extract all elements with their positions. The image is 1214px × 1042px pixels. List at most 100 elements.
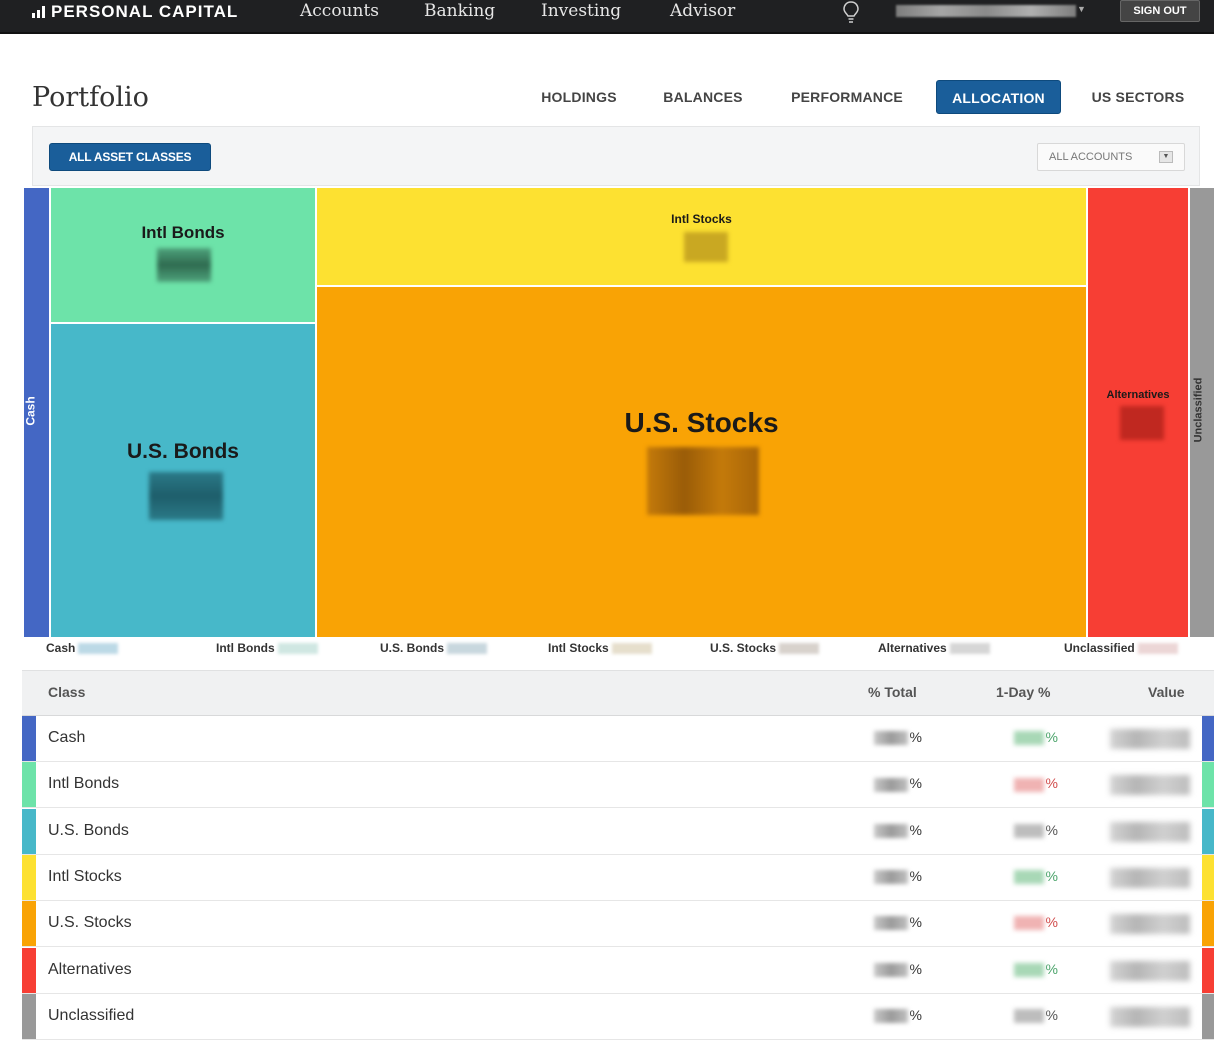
class-name: U.S. Bonds — [48, 821, 129, 839]
table-row[interactable]: Unclassified%% — [22, 993, 1214, 1040]
legend-item-intl-bonds: Intl Bonds — [216, 641, 318, 655]
percent-sign: % — [1045, 729, 1058, 745]
top-nav-bar: PERSONAL CAPITAL Accounts Banking Invest… — [0, 0, 1214, 34]
one-day-change-value: % — [1002, 822, 1058, 838]
legend-item-cash: Cash — [46, 641, 119, 655]
value-amount-redacted — [1110, 1006, 1190, 1027]
redacted-value — [779, 643, 820, 655]
all-asset-classes-button[interactable]: ALL ASSET CLASSES — [49, 143, 211, 171]
table-row[interactable]: U.S. Stocks%% — [22, 901, 1214, 948]
treemap-tile-us-stocks[interactable]: U.S. Stocks — [317, 287, 1086, 637]
redacted-value — [647, 447, 759, 515]
personal-capital-logo[interactable]: PERSONAL CAPITAL — [32, 2, 238, 22]
treemap-tile-intl-stocks[interactable]: Intl Stocks — [317, 188, 1086, 285]
redacted-value — [1013, 777, 1044, 792]
percent-sign: % — [1045, 821, 1058, 838]
tab-performance[interactable]: PERFORMANCE — [791, 89, 903, 105]
legend-item-alternatives: Alternatives — [878, 641, 990, 655]
one-day-change-value: % — [1002, 1007, 1058, 1024]
redacted-value — [949, 643, 990, 655]
treemap-tile-cash[interactable]: Cash — [24, 188, 49, 637]
class-name: Intl Stocks — [48, 867, 122, 885]
class-color-swatch — [1202, 762, 1214, 808]
accounts-dropdown-label: ALL ACCOUNTS — [1049, 151, 1133, 163]
treemap-label-cash: Cash — [24, 396, 38, 426]
redacted-value — [1013, 823, 1044, 838]
table-row[interactable]: Intl Bonds%% — [22, 762, 1214, 809]
column-header-class[interactable]: Class — [48, 684, 86, 700]
redacted-value — [873, 731, 908, 746]
table-row[interactable]: Cash%% — [22, 716, 1214, 762]
percent-sign: % — [1045, 914, 1058, 931]
legend-label: U.S. Bonds — [380, 641, 445, 655]
legend-label: U.S. Stocks — [710, 641, 777, 655]
legend-label: Unclassified — [1064, 641, 1135, 655]
pct-total-value: % — [870, 914, 922, 931]
treemap-label-us-bonds: U.S. Bonds — [126, 440, 239, 463]
legend-label: Alternatives — [878, 641, 947, 655]
redacted-value — [1013, 962, 1044, 977]
accounts-dropdown[interactable]: ALL ACCOUNTS ▼ — [1037, 143, 1185, 171]
value-amount-redacted — [1110, 821, 1190, 842]
pct-total-value: % — [870, 775, 922, 792]
percent-sign: % — [1045, 960, 1058, 977]
tab-allocation[interactable]: ALLOCATION — [936, 80, 1061, 114]
class-name: Unclassified — [48, 1006, 135, 1024]
treemap-tile-intl-bonds[interactable]: Intl Bonds — [51, 188, 315, 322]
one-day-change-value: % — [1002, 729, 1058, 746]
treemap-tile-alternatives[interactable]: Alternatives — [1088, 188, 1188, 637]
nav-banking[interactable]: Banking — [424, 1, 496, 21]
lightbulb-icon[interactable] — [842, 0, 860, 24]
sign-out-button[interactable]: SIGN OUT — [1120, 0, 1200, 22]
treemap-label-unclassified: Unclassified — [1192, 377, 1205, 443]
class-color-swatch — [22, 947, 36, 993]
nav-accounts[interactable]: Accounts — [300, 1, 380, 21]
one-day-change-value: % — [1002, 867, 1058, 885]
class-color-swatch — [1202, 716, 1214, 761]
tab-balances[interactable]: BALANCES — [663, 89, 743, 105]
column-header-value[interactable]: Value — [1148, 684, 1185, 700]
legend-label: Cash — [46, 641, 76, 655]
class-color-swatch — [22, 901, 36, 947]
percent-sign: % — [909, 821, 922, 838]
redacted-value — [873, 870, 908, 885]
nav-investing[interactable]: Investing — [541, 1, 622, 21]
class-color-swatch — [1202, 854, 1214, 900]
chevron-down-icon[interactable]: ▼ — [1077, 4, 1086, 14]
class-name: U.S. Stocks — [48, 914, 132, 932]
treemap-tile-unclassified[interactable]: Unclassified — [1190, 188, 1214, 637]
value-amount-redacted — [1110, 729, 1190, 749]
logo-bars-icon — [32, 6, 45, 18]
table-row[interactable]: U.S. Bonds%% — [22, 808, 1214, 855]
chevron-down-icon: ▼ — [1159, 151, 1173, 163]
tab-holdings[interactable]: HOLDINGS — [541, 89, 617, 105]
one-day-change-value: % — [1002, 914, 1058, 931]
table-row[interactable]: Alternatives%% — [22, 947, 1214, 994]
value-amount-redacted — [1110, 960, 1190, 981]
tab-us-sectors[interactable]: US SECTORS — [1091, 89, 1185, 105]
column-header-one-day[interactable]: 1-Day % — [996, 684, 1051, 700]
legend-item-unclassified: Unclassified — [1064, 641, 1178, 655]
column-header-pct-total[interactable]: % Total — [868, 684, 917, 700]
legend-label: Intl Bonds — [216, 641, 275, 655]
treemap-tile-us-bonds[interactable]: U.S. Bonds — [51, 324, 315, 637]
pct-total-value: % — [870, 961, 922, 977]
legend-item-intl-stocks: Intl Stocks — [548, 641, 652, 655]
legend-item-us-stocks: U.S. Stocks — [710, 641, 820, 655]
redacted-value — [157, 248, 211, 282]
redacted-value — [277, 643, 318, 655]
nav-advisor[interactable]: Advisor — [670, 1, 736, 21]
percent-sign: % — [1045, 867, 1058, 884]
redacted-value — [1013, 1009, 1044, 1024]
redacted-value — [873, 823, 908, 838]
user-menu[interactable] — [896, 5, 1076, 17]
value-amount-redacted — [1110, 867, 1190, 888]
page-title: Portfolio — [32, 82, 149, 113]
one-day-change-value: % — [1002, 961, 1058, 977]
class-color-swatch — [22, 762, 36, 808]
value-amount-redacted — [1110, 775, 1190, 796]
pct-total-value: % — [870, 822, 922, 838]
class-color-swatch — [22, 716, 36, 761]
table-row[interactable]: Intl Stocks%% — [22, 854, 1214, 901]
redacted-value — [447, 643, 488, 655]
